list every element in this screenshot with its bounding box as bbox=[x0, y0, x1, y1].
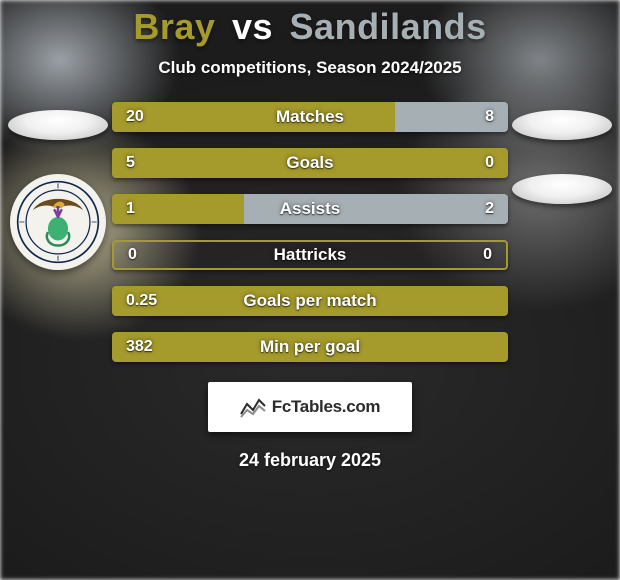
country-flag-placeholder-right-2 bbox=[512, 174, 612, 204]
stat-bar: Hattricks0 0 bbox=[112, 240, 508, 270]
stats-comparison-card: Bray vs Sandilands Club competitions, Se… bbox=[0, 0, 620, 580]
bar-label: Hattricks bbox=[114, 242, 506, 268]
stat-bar: Min per goal382 bbox=[112, 332, 508, 362]
columns: Matches208 Goals50 Assists12 Hattricks0 0 Goa… bbox=[0, 102, 620, 362]
country-flag-placeholder-right-1 bbox=[512, 110, 612, 140]
card-content: Bray vs Sandilands Club competitions, Se… bbox=[0, 6, 620, 471]
title-player-2: Sandilands bbox=[290, 6, 487, 47]
bar-value-right: 0 bbox=[483, 242, 492, 268]
subtitle: Club competitions, Season 2024/2025 bbox=[0, 58, 620, 78]
left-side bbox=[8, 102, 108, 270]
stat-bar: Assists12 bbox=[112, 194, 508, 224]
stat-bar: Goals per match0.25 bbox=[112, 286, 508, 316]
bars-container: Matches208 Goals50 Assists12 Hattricks0 0 Goa… bbox=[108, 102, 512, 362]
title-player-1: Bray bbox=[133, 6, 215, 47]
club-crest-left bbox=[10, 174, 106, 270]
title-vs: vs bbox=[232, 6, 273, 47]
country-flag-placeholder-left bbox=[8, 110, 108, 140]
chart-lines-icon bbox=[240, 396, 266, 418]
bar-segment-left bbox=[112, 332, 508, 362]
right-side bbox=[512, 102, 612, 204]
bar-segment-left bbox=[112, 148, 508, 178]
bar-segment-right bbox=[395, 102, 508, 132]
bar-value-left: 0 bbox=[128, 242, 137, 268]
bar-segment-left bbox=[112, 102, 395, 132]
crest-icon bbox=[16, 180, 100, 264]
date-text: 24 february 2025 bbox=[0, 450, 620, 471]
stat-bar: Goals50 bbox=[112, 148, 508, 178]
banner-brand-text: FcTables.com bbox=[272, 397, 381, 417]
fctables-banner[interactable]: FcTables.com bbox=[208, 382, 412, 432]
bar-segment-left bbox=[112, 194, 244, 224]
bar-segment-left bbox=[112, 286, 508, 316]
bar-segment-right bbox=[244, 194, 508, 224]
page-title: Bray vs Sandilands bbox=[0, 6, 620, 48]
stat-bar: Matches208 bbox=[112, 102, 508, 132]
